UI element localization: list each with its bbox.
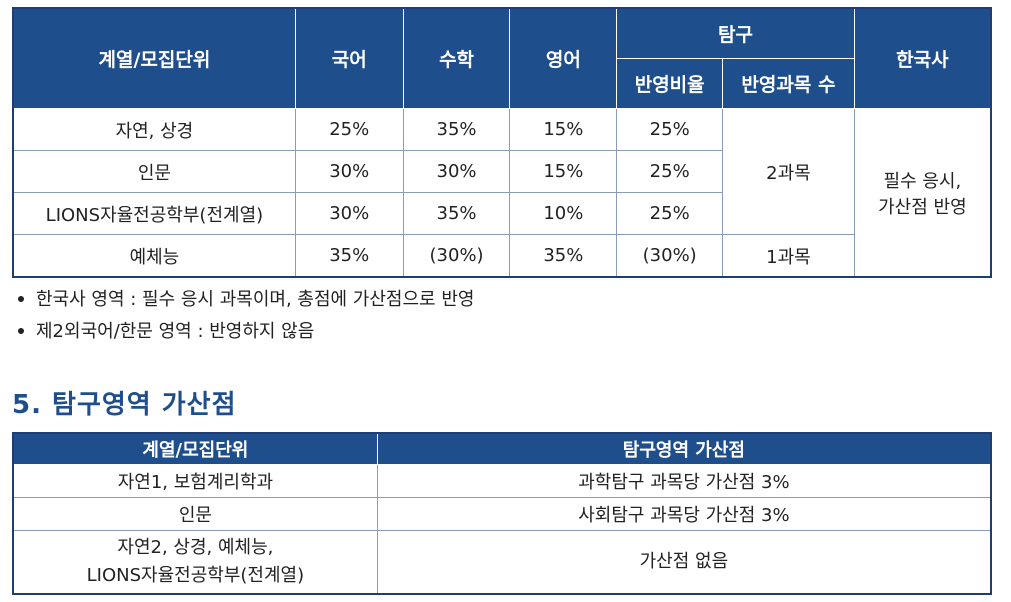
history-line-2: 가산점 반영 (878, 196, 967, 218)
unit-line-1: 자연2, 상경, 예체능, (117, 537, 274, 558)
notes-list: 한국사 영역 : 필수 응시 과목이며, 총점에 가산점으로 반영 제2외국어/… (14, 284, 474, 348)
unit-line-2: LIONS자율전공학부(전계열) (86, 565, 305, 586)
header-unit: 계열/모집단위 (12, 7, 296, 109)
table-row: 자연1, 보험계리학과 과학탐구 과목당 가산점 3% (12, 464, 992, 498)
table-row: 예체능 35% (30%) 35% (30%) 1과목 (12, 234, 991, 278)
cell-unit: 인문 (12, 497, 378, 531)
inquiry-bonus-table: 계열/모집단위 탐구영역 가산점 자연1, 보험계리학과 과학탐구 과목당 가산… (12, 432, 992, 595)
cell-english: 35% (509, 234, 618, 278)
bullet-icon (18, 327, 24, 334)
cell-korean: 30% (294, 192, 404, 235)
reflection-ratio-table: 계열/모집단위 국어 수학 영어 탐구 한국사 반영비율 반영과목 수 자연, … (12, 7, 992, 278)
cell-bonus: 사회탐구 과목당 가산점 3% (376, 497, 992, 531)
list-item: 한국사 영역 : 필수 응시 과목이며, 총점에 가산점으로 반영 (14, 284, 474, 316)
cell-bonus: 가산점 없음 (376, 530, 992, 595)
cell-inquiry-ratio: 25% (616, 108, 724, 151)
cell-korean: 30% (294, 150, 404, 193)
cell-korean: 25% (294, 108, 404, 151)
header-english: 영어 (509, 7, 618, 109)
header-history: 한국사 (853, 7, 992, 109)
cell-inquiry-ratio: (30%) (616, 234, 724, 278)
cell-inquiry-ratio: 25% (616, 150, 724, 193)
cell-inquiry-count: 1과목 (722, 234, 855, 278)
cell-unit: 예체능 (12, 234, 296, 278)
header-korean: 국어 (294, 7, 404, 109)
note-text: 한국사 영역 : 필수 응시 과목이며, 총점에 가산점으로 반영 (36, 289, 475, 310)
cell-math: (30%) (402, 234, 511, 278)
header-bonus: 탐구영역 가산점 (376, 432, 992, 465)
header-math: 수학 (402, 7, 511, 109)
cell-english: 15% (509, 108, 618, 151)
cell-unit: 인문 (12, 150, 296, 193)
cell-unit: LIONS자율전공학부(전계열) (12, 192, 296, 235)
header-inquiry-ratio: 반영비율 (616, 58, 724, 109)
table-row: LIONS자율전공학부(전계열) 30% 35% 10% 25% (12, 192, 991, 235)
cell-inquiry-count: 2과목 (722, 108, 855, 235)
history-line-1: 필수 응시, (883, 170, 962, 192)
table-row: 인문 사회탐구 과목당 가산점 3% (12, 497, 992, 531)
cell-history: 필수 응시, 가산점 반영 (853, 108, 992, 278)
cell-english: 10% (509, 192, 618, 235)
bullet-icon (18, 295, 24, 302)
table-row: 자연2, 상경, 예체능, LIONS자율전공학부(전계열) 가산점 없음 (12, 530, 992, 595)
cell-math: 30% (402, 150, 511, 193)
note-text: 제2외국어/한문 영역 : 반영하지 않음 (36, 321, 315, 342)
cell-unit: 자연1, 보험계리학과 (12, 464, 378, 498)
header-inquiry: 탐구 (616, 7, 855, 59)
cell-bonus: 과학탐구 과목당 가산점 3% (376, 464, 992, 498)
cell-inquiry-ratio: 25% (616, 192, 724, 235)
table-row: 자연, 상경 25% 35% 15% 25% 2과목 필수 응시, 가산점 반영 (12, 108, 992, 278)
cell-unit: 자연2, 상경, 예체능, LIONS자율전공학부(전계열) (12, 530, 378, 595)
list-item: 제2외국어/한문 영역 : 반영하지 않음 (14, 316, 474, 348)
cell-english: 15% (509, 150, 618, 193)
cell-math: 35% (402, 108, 511, 151)
header-unit: 계열/모집단위 (12, 432, 378, 465)
table-row: 인문 30% 30% 15% 25% (12, 150, 991, 193)
cell-unit: 자연, 상경 (12, 108, 296, 151)
cell-math: 35% (402, 192, 511, 235)
header-inquiry-count: 반영과목 수 (722, 58, 855, 109)
cell-korean: 35% (294, 234, 404, 278)
section-title: 5. 탐구영역 가산점 (12, 390, 237, 420)
